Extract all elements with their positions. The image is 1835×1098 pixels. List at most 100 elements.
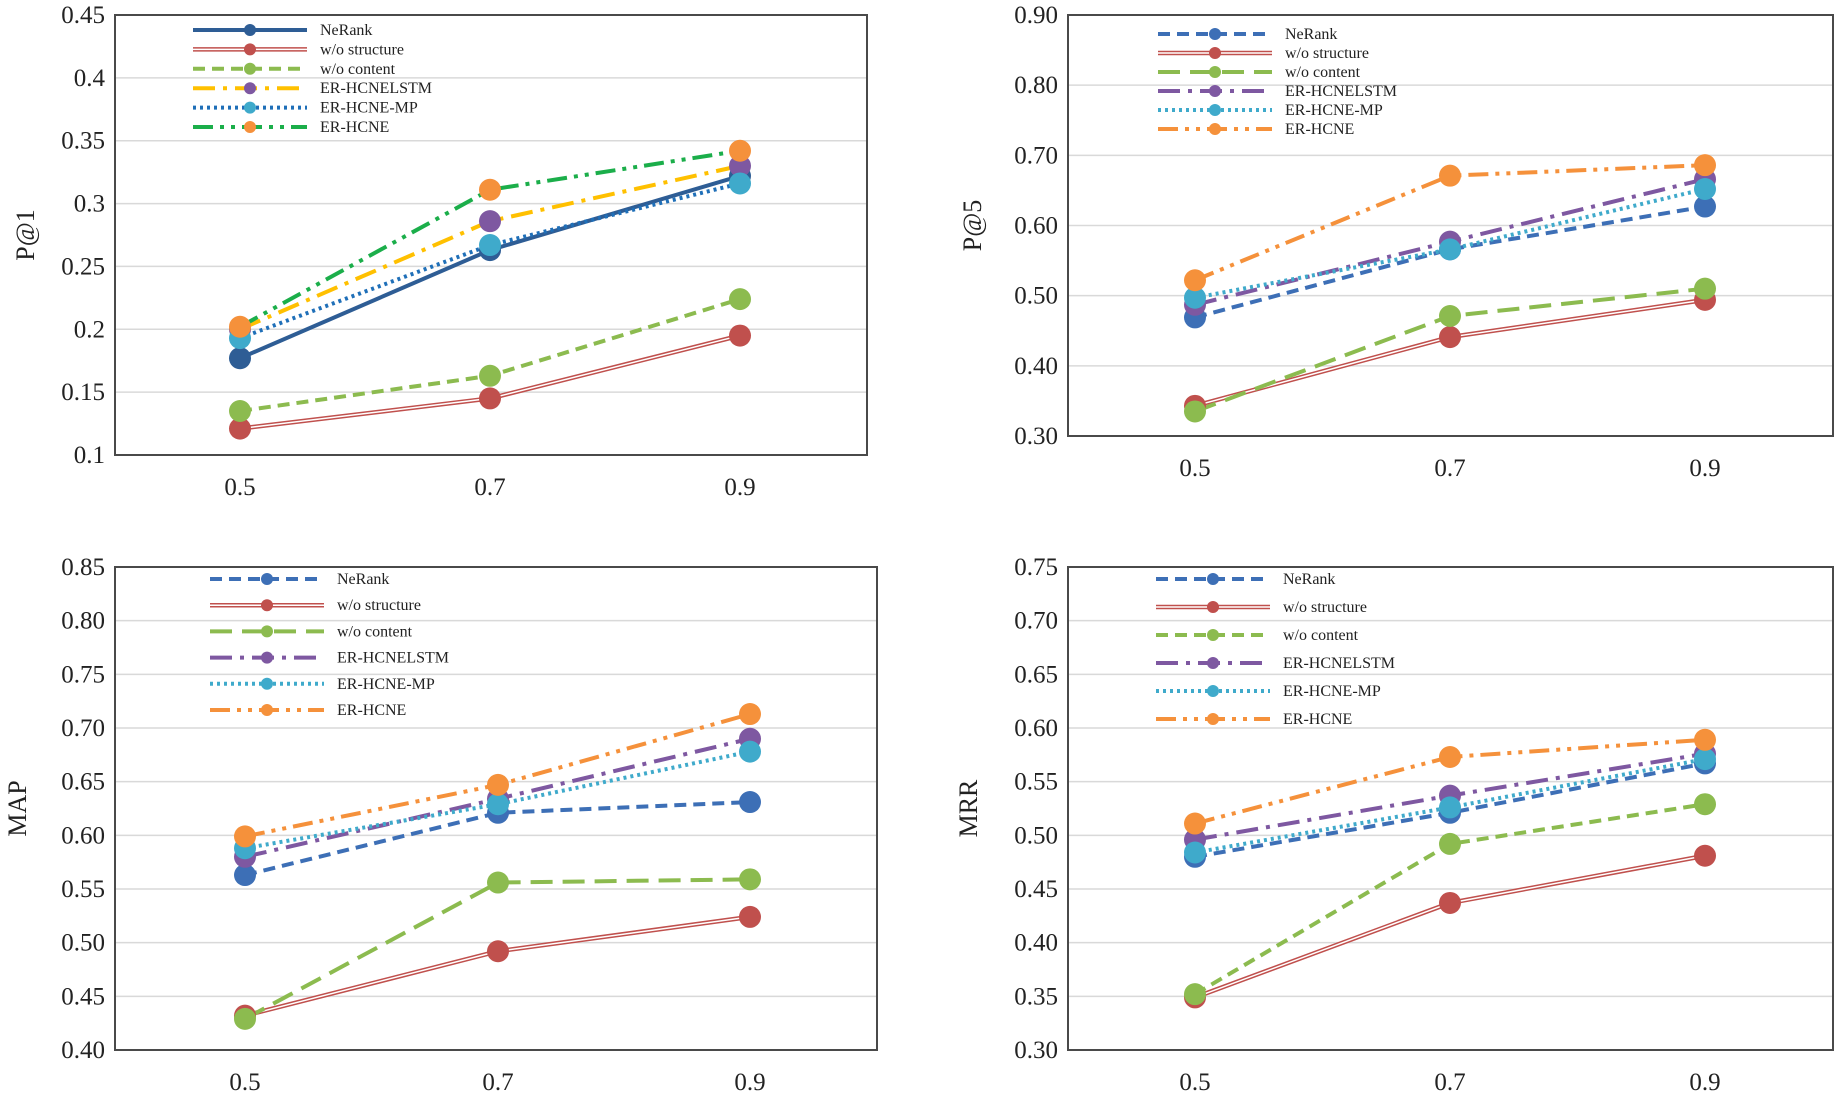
data-point [1184, 812, 1206, 835]
x-tick-label: 0.9 [734, 1069, 765, 1096]
y-tick-label: 0.60 [61, 822, 105, 849]
series-line-w-o-content [244, 877, 751, 1021]
legend-label: ER-HCNELSTM [337, 650, 449, 667]
y-tick-label: 0.1 [74, 442, 105, 469]
legend-marker [1207, 629, 1219, 641]
data-point [229, 417, 251, 440]
data-point [234, 825, 256, 848]
data-point [1694, 288, 1716, 311]
series-line-nerank [1194, 204, 1706, 320]
data-point [479, 210, 501, 233]
legend-marker [261, 651, 273, 664]
plot-frame [114, 14, 868, 456]
legend-marker [261, 599, 273, 612]
legend-label: ER-HCNELSTM [1283, 655, 1395, 672]
legend-label: ER-HCNE [1283, 711, 1352, 728]
y-tick-label: 0.75 [1014, 554, 1058, 581]
y-axis-label: MRR [954, 779, 983, 837]
data-point [487, 871, 509, 894]
y-tick-label: 0.45 [61, 983, 105, 1010]
data-point [739, 905, 761, 928]
data-point [229, 400, 251, 422]
legend-label: ER-HCNE [337, 702, 406, 719]
legend-label: ER-HCNE-MP [337, 676, 435, 693]
data-point [1694, 195, 1716, 218]
data-point [487, 773, 509, 796]
data-point [1439, 784, 1461, 807]
series-line-inner [239, 334, 741, 430]
data-point [739, 727, 761, 750]
legend-label: w/o content [337, 623, 413, 640]
data-point [1439, 801, 1461, 824]
y-axis-label: MAP [3, 780, 32, 836]
data-point [729, 139, 751, 162]
y-tick-label: 0.3 [74, 191, 105, 218]
legend-marker [244, 82, 256, 95]
legend-label: ER-HCNE [320, 119, 389, 136]
series-line-nerank [244, 800, 751, 877]
data-point [1439, 164, 1461, 187]
legend-label: ER-HCNE-MP [1283, 683, 1381, 700]
y-tick-label: 0.35 [61, 128, 105, 155]
data-point [1184, 269, 1206, 292]
x-tick-label: 0.9 [1689, 1069, 1720, 1096]
x-tick-label: 0.7 [474, 474, 505, 501]
data-point [229, 315, 251, 338]
y-tick-label: 0.70 [1014, 142, 1058, 169]
data-point [487, 793, 509, 816]
y-tick-label: 0.40 [1014, 353, 1058, 380]
data-point [1184, 286, 1206, 309]
legend-label: ER-HCNE [1285, 121, 1354, 138]
x-tick-label: 0.7 [1434, 455, 1465, 482]
y-tick-label: 0.85 [61, 554, 105, 581]
legend-marker [244, 121, 256, 133]
data-point [487, 787, 509, 810]
data-point [1439, 796, 1461, 819]
legend-label: w/o structure [337, 597, 421, 614]
y-axis-label: P@5 [958, 200, 987, 251]
y-axis-label: P@1 [11, 209, 40, 260]
y-tick-label: 0.2 [74, 316, 105, 343]
legend-marker [1209, 66, 1221, 78]
y-tick-label: 0.15 [61, 379, 105, 406]
y-tick-label: 0.65 [61, 769, 105, 796]
series-line-w-o-content [1194, 286, 1706, 414]
data-point [1184, 293, 1206, 316]
y-tick-label: 0.75 [61, 661, 105, 688]
legend-marker [261, 625, 273, 638]
y-tick-label: 0.90 [1014, 2, 1058, 29]
series-line-w-o-content [239, 297, 741, 413]
legend-label: ER-HCNE-MP [320, 100, 418, 117]
data-point [1184, 845, 1206, 868]
y-tick-label: 0.40 [61, 1037, 105, 1064]
data-point [234, 864, 256, 887]
data-point [479, 364, 501, 387]
legend-marker [1209, 85, 1221, 97]
series-line-er-hcne-mp [239, 181, 741, 340]
y-tick-label: 0.60 [1014, 715, 1058, 742]
y-tick-label: 0.4 [74, 65, 106, 92]
legend-label: NeRank [1283, 571, 1335, 588]
legend-marker [261, 573, 273, 585]
series-line-er-hcnelstm [239, 163, 741, 332]
data-point [1439, 230, 1461, 253]
plot-frame [1067, 566, 1834, 1051]
y-tick-label: 0.60 [1014, 213, 1058, 240]
data-point [487, 801, 509, 824]
data-point [1694, 178, 1716, 201]
y-tick-label: 0.50 [1014, 822, 1058, 849]
legend-marker [261, 677, 273, 690]
data-point [229, 327, 251, 350]
x-tick-label: 0.9 [1689, 455, 1720, 482]
data-point [729, 324, 751, 347]
data-point [1439, 891, 1461, 914]
y-tick-label: 0.80 [1014, 72, 1058, 99]
legend-label: NeRank [320, 22, 372, 39]
series-line-er-hcnelstm [1194, 751, 1706, 842]
data-point [1694, 168, 1716, 191]
x-tick-label: 0.7 [482, 1069, 513, 1096]
y-tick-label: 0.50 [1014, 283, 1058, 310]
